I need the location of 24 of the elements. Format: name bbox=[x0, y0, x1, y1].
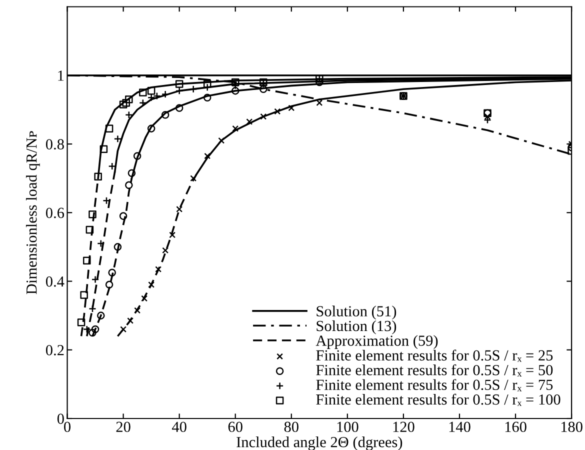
x-axis-title: Included angle 2Θ (dgrees) bbox=[236, 436, 402, 450]
legend-label: Finite element results for 0.5S / rₓ = 75 bbox=[316, 379, 553, 392]
y-axis-title: Dimensionless load qR/Nᴘ bbox=[26, 131, 40, 294]
legend-label: Finite element results for 0.5S / rₓ = 25 bbox=[316, 350, 553, 362]
y-tick-label: 0.2 bbox=[46, 345, 64, 356]
y-tick-label: 0 bbox=[57, 414, 64, 424]
y-tick-label: 0.8 bbox=[46, 139, 64, 150]
x-tick-label: 100 bbox=[337, 422, 358, 432]
x-tick-label: 160 bbox=[505, 422, 526, 432]
y-tick-label: 0.4 bbox=[46, 276, 64, 287]
y-tick-label: 1 bbox=[58, 70, 64, 81]
x-tick-label: 120 bbox=[393, 422, 414, 432]
legend-label: Finite element results for 0.5S / rₓ = 50 bbox=[316, 364, 553, 376]
legend-label: Finite element results for 0.5S / rₓ = 100 bbox=[316, 394, 560, 406]
x-tick-label: 140 bbox=[449, 422, 470, 432]
legend-label: Solution (13) bbox=[316, 320, 396, 334]
legend-label: Approximation (59) bbox=[316, 335, 438, 349]
legend-label: Solution (51) bbox=[316, 306, 396, 320]
x-tick-label: 20 bbox=[116, 422, 130, 432]
x-tick-label: 60 bbox=[228, 422, 242, 432]
y-tick-label: 0.6 bbox=[46, 208, 64, 218]
x-tick-label: 40 bbox=[172, 422, 186, 432]
x-tick-label: 80 bbox=[284, 422, 298, 432]
x-tick-label: 180 bbox=[561, 422, 582, 432]
